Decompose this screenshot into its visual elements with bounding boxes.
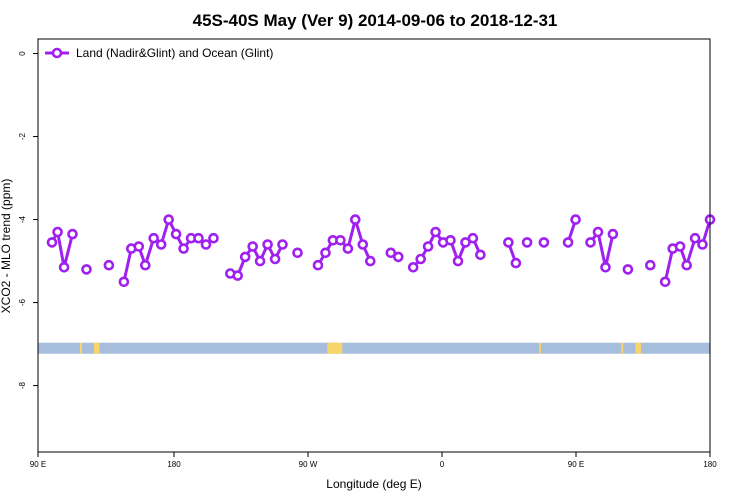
data-point xyxy=(118,276,130,288)
data-point xyxy=(312,259,324,271)
data-point xyxy=(208,232,219,244)
data-point xyxy=(452,255,464,267)
data-point xyxy=(622,264,634,275)
data-point xyxy=(697,239,708,250)
data-point xyxy=(335,235,346,246)
data-point xyxy=(254,255,266,267)
map-strip-ocean xyxy=(38,342,710,354)
data-point xyxy=(385,247,397,259)
data-point xyxy=(689,232,701,244)
data-point xyxy=(277,239,288,250)
map-strip-land xyxy=(621,342,624,354)
data-point xyxy=(133,241,145,252)
legend-marker-swatch xyxy=(51,47,63,59)
series-line xyxy=(589,230,615,269)
map-strip-land xyxy=(94,342,100,354)
data-point xyxy=(430,226,441,238)
data-point xyxy=(148,232,159,244)
data-point xyxy=(592,226,604,238)
data-point xyxy=(239,251,251,263)
data-point xyxy=(392,251,404,263)
data-point xyxy=(357,239,369,250)
data-point xyxy=(538,237,550,248)
y-tick-label: -4 xyxy=(18,215,27,223)
data-point xyxy=(52,226,63,238)
map-strip xyxy=(38,342,710,354)
y-tick-label: -2 xyxy=(18,132,27,140)
series-line xyxy=(50,230,74,269)
data-point xyxy=(103,259,115,271)
data-point xyxy=(467,232,479,244)
x-tick-label: 0 xyxy=(440,460,445,469)
data-point xyxy=(364,255,376,267)
data-point xyxy=(58,261,70,273)
data-point xyxy=(163,214,174,225)
y-axis-label: XCO2 - MLO trend (ppm) xyxy=(0,179,13,314)
x-tick-label: 90 W xyxy=(299,460,318,469)
data-point xyxy=(521,237,533,248)
data-point xyxy=(140,259,151,271)
data-point xyxy=(585,237,596,248)
map-strip-land xyxy=(635,342,641,354)
map-strip-land xyxy=(539,342,542,354)
data-point xyxy=(674,241,686,252)
data-point xyxy=(81,264,92,275)
series-lines xyxy=(50,218,712,283)
chart-title: 45S-40S May (Ver 9) 2014-09-06 to 2018-1… xyxy=(193,11,558,30)
data-point xyxy=(46,237,58,248)
data-point xyxy=(170,228,182,240)
data-point xyxy=(269,253,281,265)
data-point xyxy=(200,239,212,250)
plot-frame xyxy=(37,38,711,453)
data-point xyxy=(247,241,258,252)
x-axis-label: Longitude (deg E) xyxy=(326,477,421,491)
series-points xyxy=(46,214,716,288)
data-point xyxy=(510,257,522,269)
data-point xyxy=(422,241,434,252)
data-point xyxy=(67,228,78,240)
data-point xyxy=(570,214,581,225)
data-point xyxy=(659,276,671,288)
data-point xyxy=(681,259,693,271)
data-point xyxy=(407,261,419,273)
data-point xyxy=(193,232,204,244)
data-point xyxy=(155,239,167,250)
data-point xyxy=(600,261,611,273)
map-strip-land xyxy=(327,342,343,354)
data-point xyxy=(342,243,354,254)
map-strip-land xyxy=(80,342,82,354)
data-point xyxy=(292,247,303,259)
x-tick-label: 90 E xyxy=(30,460,46,469)
data-point xyxy=(460,237,471,248)
x-tick-label: 180 xyxy=(167,460,181,469)
legend-label: Land (Nadir&Glint) and Ocean (Glint) xyxy=(76,46,273,60)
data-point xyxy=(445,235,456,246)
y-tick-label: -6 xyxy=(18,298,27,306)
data-point xyxy=(644,259,656,271)
data-point xyxy=(178,243,189,254)
x-tick-label: 180 xyxy=(703,460,717,469)
data-point xyxy=(415,253,427,265)
x-tick-label: 90 E xyxy=(568,460,584,469)
y-tick-label: -8 xyxy=(18,381,27,389)
legend: Land (Nadir&Glint) and Ocean (Glint) xyxy=(45,46,273,60)
data-point xyxy=(503,237,514,248)
data-point xyxy=(349,214,361,225)
y-axis: 0 -2 -4 -6 -8 xyxy=(18,51,38,389)
data-point xyxy=(232,270,243,281)
data-point xyxy=(475,249,486,261)
data-point xyxy=(262,239,273,250)
data-point xyxy=(562,237,574,248)
data-point xyxy=(320,247,331,259)
x-axis: 90 E 180 90 W 0 90 E 180 xyxy=(30,452,717,469)
y-tick-label: 0 xyxy=(18,51,27,56)
data-point xyxy=(607,228,619,240)
